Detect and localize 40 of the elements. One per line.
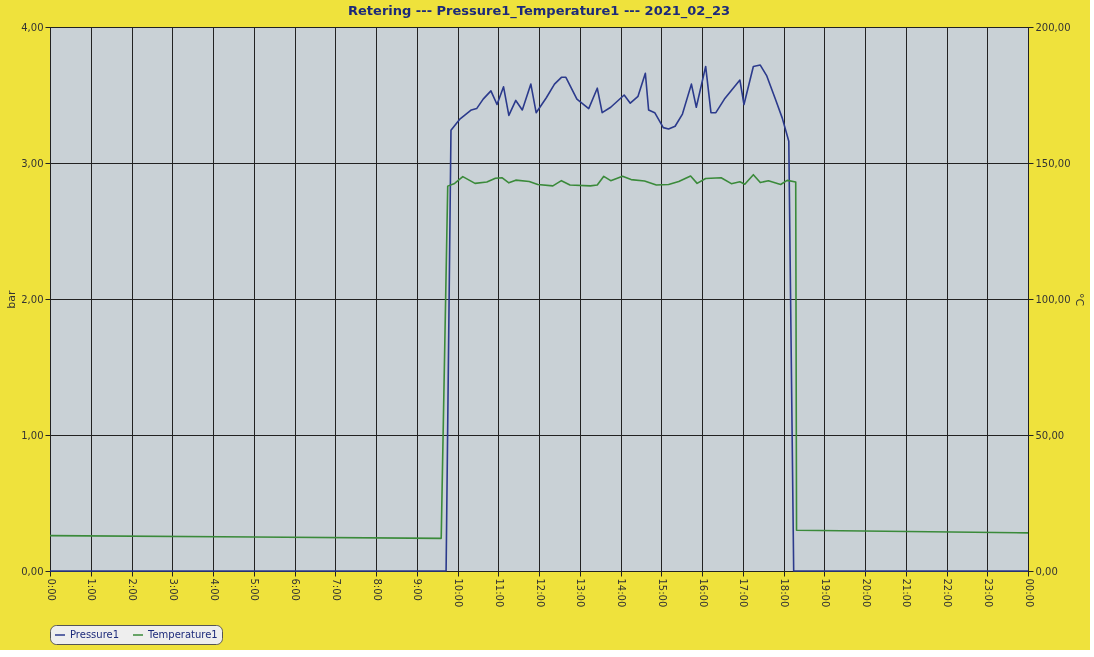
x-tick-label: 00:00 xyxy=(1023,578,1035,608)
x-tick-label: 1:00 xyxy=(86,578,98,601)
x-tick-label: 9:00 xyxy=(412,578,424,601)
y-tick-label: 2,00 xyxy=(21,293,44,305)
y-axis-title: bar xyxy=(5,289,19,309)
x-tick-label: 4:00 xyxy=(208,578,220,601)
x-tick-label: 3:00 xyxy=(167,578,179,601)
y-tick-label: 4,00 xyxy=(21,21,44,33)
y2-tick-label: 200,00 xyxy=(1035,21,1071,33)
x-tick-label: 19:00 xyxy=(819,578,831,608)
x-tick-label: 17:00 xyxy=(738,578,750,608)
x-tick-label: 13:00 xyxy=(575,578,587,608)
x-tick-label: 16:00 xyxy=(697,578,709,608)
x-tick-label: 18:00 xyxy=(779,578,790,608)
x-tick-label: 14:00 xyxy=(616,578,627,608)
x-tick-label: 10:00 xyxy=(453,578,464,608)
x-tick-label: 15:00 xyxy=(656,578,668,608)
x-tick-label: 0:00 xyxy=(45,578,57,601)
y2-tick-label: 100,00 xyxy=(1035,293,1071,305)
y-tick-label: 0,00 xyxy=(21,565,44,577)
y2-tick-label: 150,00 xyxy=(1035,157,1071,169)
x-tick-label: 2:00 xyxy=(127,578,138,601)
y-tick-label: 1,00 xyxy=(21,429,44,441)
x-tick-label: 7:00 xyxy=(330,578,342,601)
x-tick-label: 5:00 xyxy=(249,578,261,601)
y2-tick-label: 0,00 xyxy=(1035,565,1058,577)
x-tick-label: 6:00 xyxy=(290,578,301,601)
x-tick-label: 8:00 xyxy=(371,578,383,601)
y2-axis-title: °C xyxy=(1073,292,1087,307)
x-tick-label: 12:00 xyxy=(534,578,546,608)
x-tick-label: 11:00 xyxy=(493,578,505,608)
x-tick-label: 23:00 xyxy=(982,578,994,608)
x-tick-label: 22:00 xyxy=(942,578,953,608)
chart-title: Retering --- Pressure1_Temperature1 --- 2021_02_23 xyxy=(348,3,730,19)
x-tick-label: 20:00 xyxy=(860,578,872,608)
legend-label: Pressure1 xyxy=(70,629,120,640)
y-tick-label: 3,00 xyxy=(21,157,44,169)
y2-tick-label: 50,00 xyxy=(1035,429,1065,441)
legend-label: Temperature1 xyxy=(147,629,218,640)
x-tick-label: 21:00 xyxy=(901,578,913,608)
